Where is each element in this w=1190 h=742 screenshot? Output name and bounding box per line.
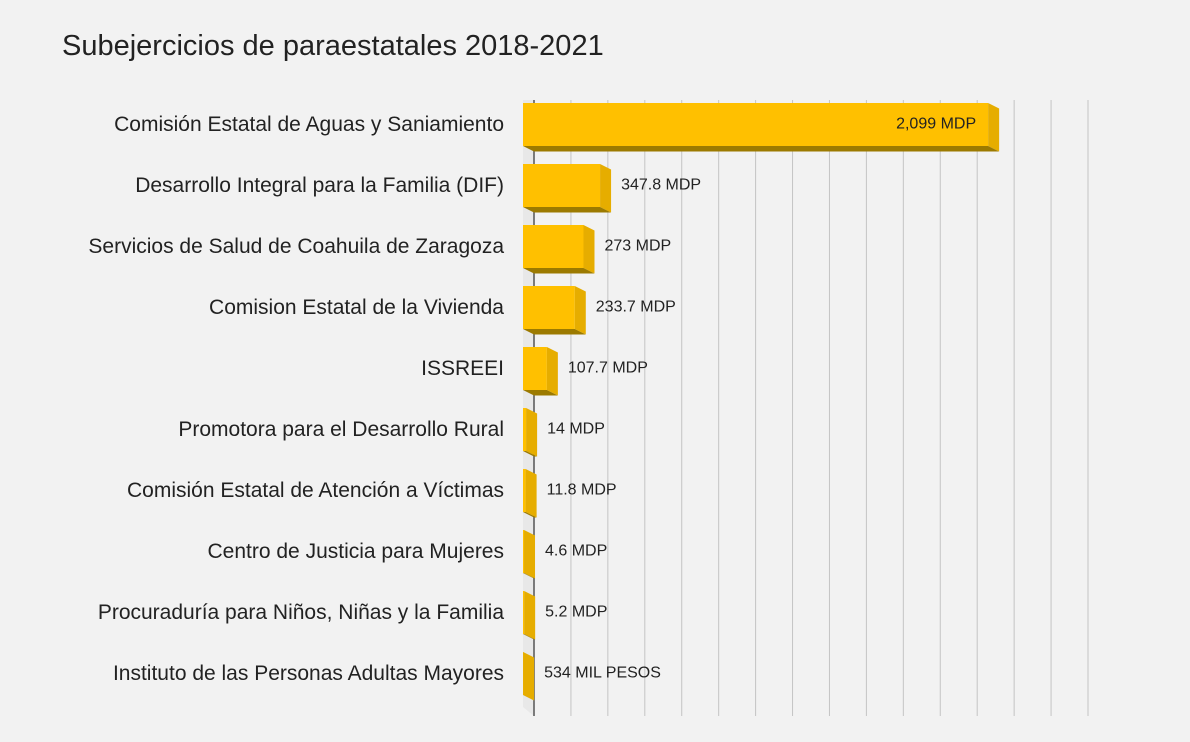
bar-bottom-face — [523, 329, 586, 335]
bar-bottom-face — [523, 634, 536, 640]
category-label: Centro de Justicia para Mujeres — [208, 540, 504, 563]
data-label: 4.6 MDP — [545, 543, 607, 560]
bar — [523, 530, 525, 573]
bar-end-cap — [600, 164, 612, 213]
bar-bottom-face — [523, 573, 536, 579]
category-label: Instituto de las Personas Adultas Mayore… — [113, 662, 504, 685]
bar-end-cap — [524, 530, 536, 579]
bar — [523, 591, 525, 634]
category-label: Desarrollo Integral para la Familia (DIF… — [135, 174, 504, 197]
bar-bottom-face — [523, 207, 612, 213]
bar — [523, 164, 601, 207]
data-label: 11.8 MDP — [547, 482, 617, 499]
data-label: 273 MDP — [604, 238, 671, 255]
category-label: Comisión Estatal de Atención a Víctimas — [127, 479, 504, 502]
data-label: 534 MIL PESOS — [544, 665, 661, 682]
category-label: Procuraduría para Niños, Niñas y la Fami… — [98, 601, 504, 624]
bar-bottom-face — [523, 512, 537, 518]
data-label: 107.7 MDP — [568, 360, 648, 377]
category-label: Comisión Estatal de Aguas y Saniamiento — [114, 113, 504, 136]
data-label: 347.8 MDP — [621, 177, 701, 194]
bar-bottom-face — [523, 390, 558, 396]
bar — [523, 103, 989, 146]
bar — [523, 225, 584, 268]
bar-end-cap — [525, 469, 537, 518]
bar — [523, 347, 547, 390]
data-label: 14 MDP — [547, 421, 605, 438]
bar-bottom-face — [523, 451, 538, 457]
data-label: 5.2 MDP — [545, 604, 607, 621]
bar-end-cap — [546, 347, 558, 396]
chart-title: Subejercicios de paraestatales 2018-2021 — [62, 30, 604, 62]
category-label: Servicios de Salud de Coahuila de Zarago… — [88, 235, 504, 258]
bar-end-cap — [988, 103, 1000, 152]
bar-bottom-face — [523, 268, 595, 274]
category-label: ISSREEI — [421, 357, 504, 380]
data-label: 2,099 MDP — [896, 116, 976, 133]
bar-end-cap — [526, 408, 538, 457]
bar-bottom-face — [523, 146, 1000, 152]
bar — [523, 286, 575, 329]
data-label: 233.7 MDP — [596, 299, 676, 316]
bar-bottom-face — [523, 695, 535, 701]
bar-end-cap — [524, 591, 536, 640]
bar-end-cap — [574, 286, 586, 335]
category-label: Comision Estatal de la Vivienda — [209, 296, 504, 319]
bar-end-cap — [523, 652, 535, 701]
bar — [523, 469, 526, 512]
bar — [523, 408, 527, 451]
category-label: Promotora para el Desarrollo Rural — [178, 418, 504, 441]
bar-end-cap — [583, 225, 595, 274]
